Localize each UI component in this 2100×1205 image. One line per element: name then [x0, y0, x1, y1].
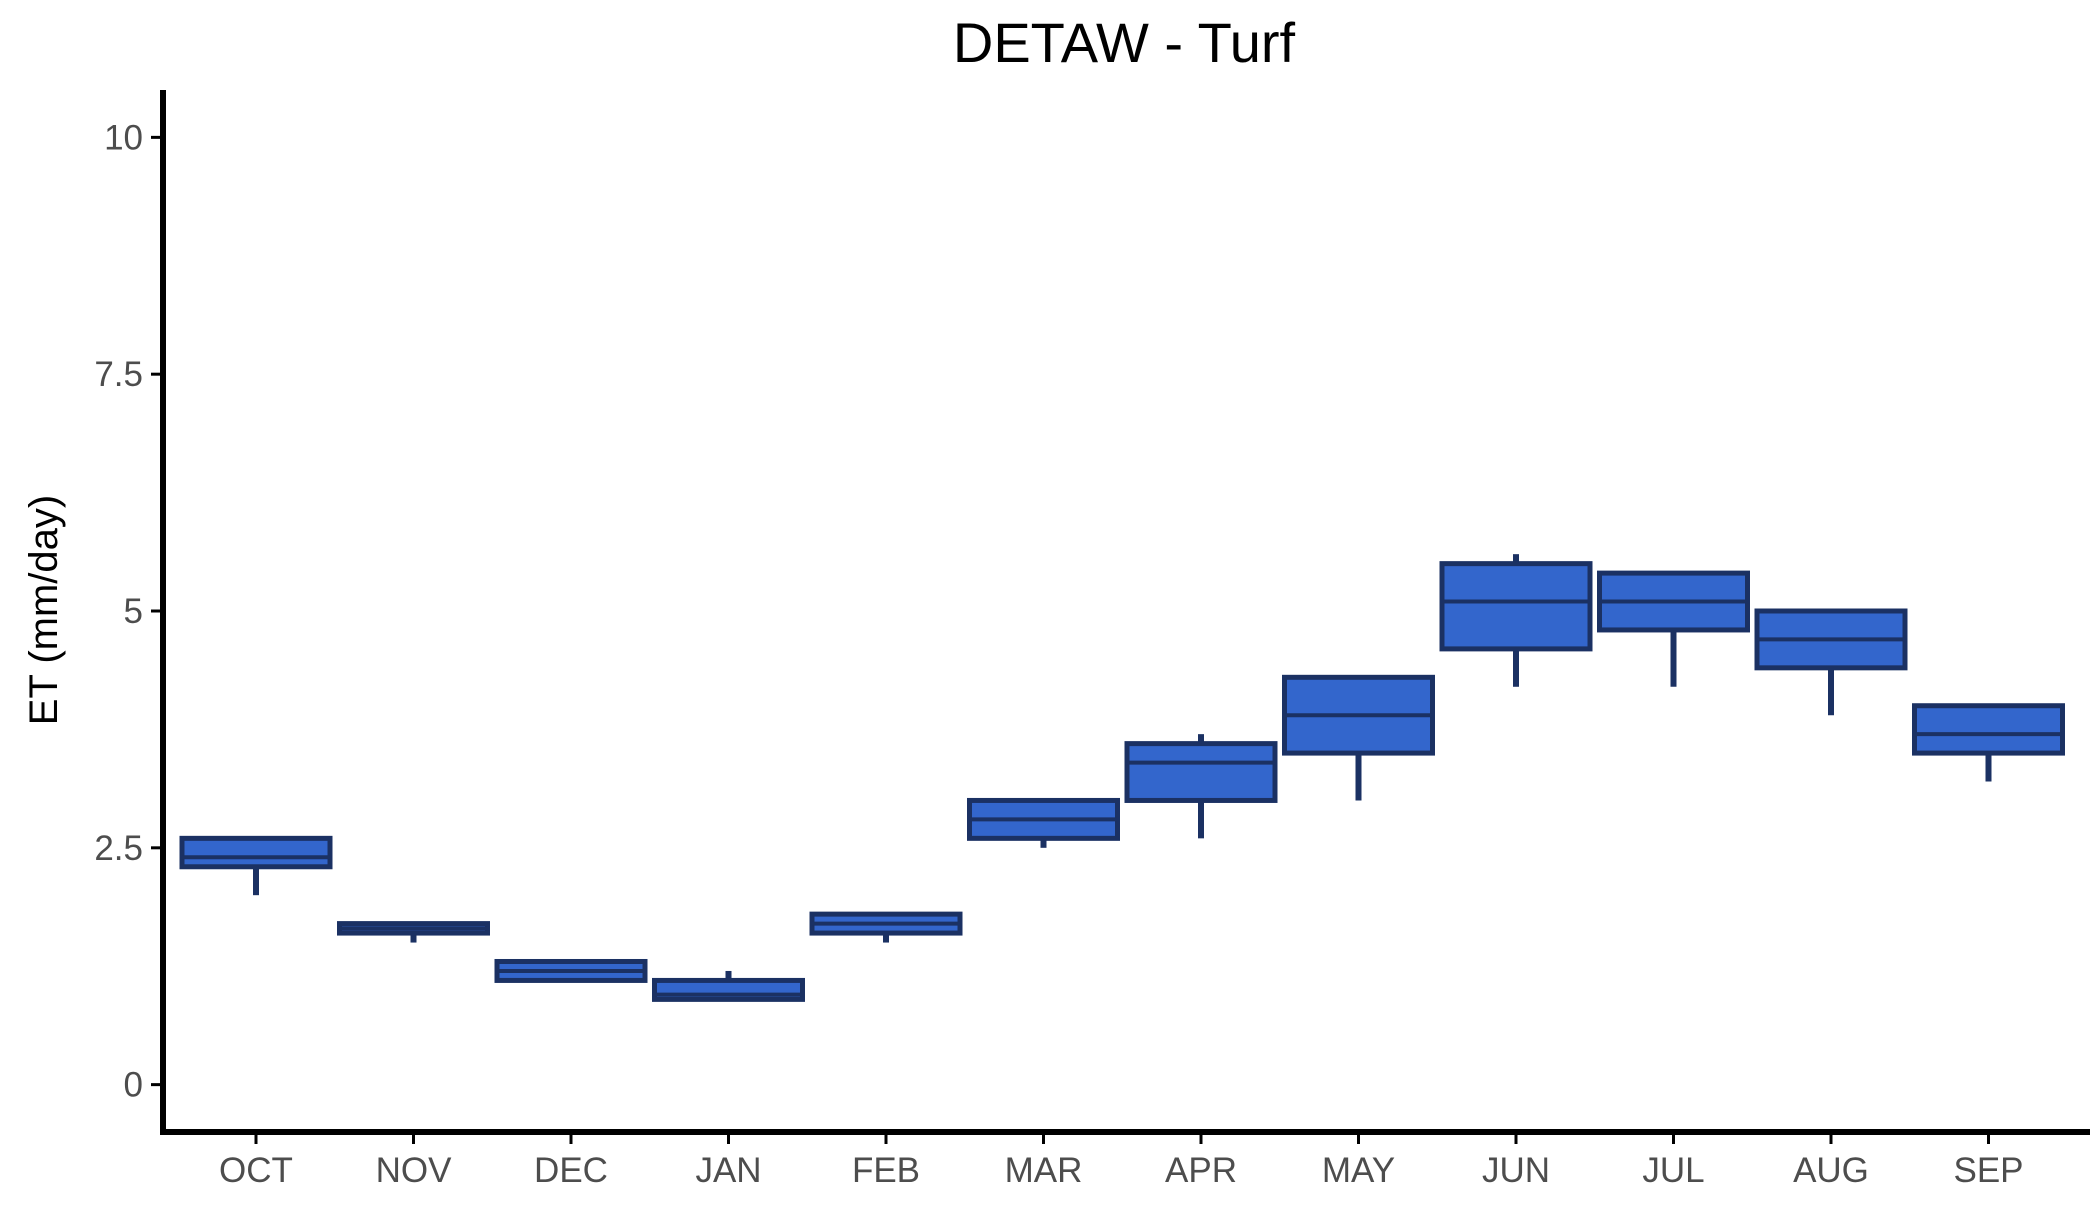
x-tick-label-jan: JAN	[695, 1151, 761, 1190]
box-apr	[1124, 734, 1278, 839]
box-body	[1912, 703, 2065, 756]
box-body	[1124, 741, 1278, 803]
x-tick-label-oct: OCT	[219, 1151, 293, 1190]
box-aug	[1754, 608, 1908, 716]
box-body	[179, 835, 333, 870]
y-axis-label: ET (mm/day)	[22, 495, 66, 725]
y-tick-label: 5	[124, 592, 143, 631]
x-axis-ticks: OCT NOV DEC JAN FEB MAR APR MAY JUN JUL AUG SEP	[219, 1132, 2024, 1190]
box-series	[179, 554, 2065, 1002]
x-tick-label-sep: SEP	[1953, 1151, 2023, 1190]
x-tick-label-mar: MAR	[1005, 1151, 1083, 1190]
box-sep	[1912, 703, 2065, 782]
x-tick-label-apr: APR	[1165, 1151, 1237, 1190]
x-tick-label-jul: JUL	[1642, 1151, 1704, 1190]
box-mar	[967, 797, 1120, 848]
box-jan	[652, 970, 805, 1002]
x-tick-label-jun: JUN	[1482, 1151, 1550, 1190]
x-tick-label-dec: DEC	[534, 1151, 608, 1190]
y-axis-ticks: 0 2.5 5 7.5 10	[94, 118, 163, 1105]
x-tick-label-may: MAY	[1322, 1151, 1395, 1190]
x-tick-label-aug: AUG	[1793, 1151, 1869, 1190]
box-body	[1439, 561, 1593, 652]
box-jul	[1597, 570, 1750, 687]
x-tick-label-feb: FEB	[852, 1151, 920, 1190]
box-dec	[494, 958, 648, 983]
y-tick-label: 7.5	[94, 355, 143, 394]
y-tick-label: 10	[104, 118, 143, 157]
box-jun	[1439, 554, 1593, 687]
box-nov	[337, 921, 490, 943]
y-tick-label: 2.5	[94, 829, 143, 868]
y-tick-label: 0	[124, 1066, 143, 1105]
box-feb	[809, 911, 963, 943]
chart-title: DETAW - Turf	[953, 11, 1296, 74]
x-tick-label-nov: NOV	[376, 1151, 453, 1190]
box-oct	[179, 835, 333, 896]
box-may	[1282, 674, 1435, 801]
